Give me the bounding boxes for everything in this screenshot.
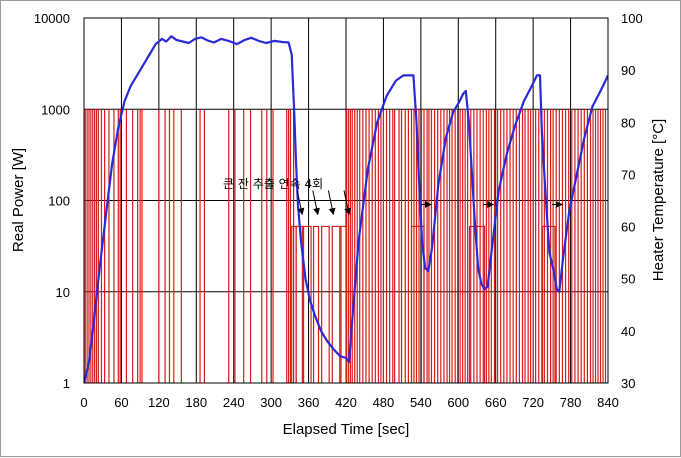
plot-border xyxy=(83,17,609,384)
x-tick-label: 840 xyxy=(597,395,619,410)
x-tick-label: 660 xyxy=(485,395,507,410)
x-tick-label: 120 xyxy=(148,395,170,410)
left-tick-label: 1 xyxy=(63,376,70,391)
x-tick-label: 540 xyxy=(410,395,432,410)
x-tick-label: 480 xyxy=(373,395,395,410)
annotation-arrow xyxy=(312,190,320,216)
left-tick-label: 10 xyxy=(56,285,70,300)
real-power-series xyxy=(84,109,607,383)
power-partial-segment xyxy=(321,225,330,383)
right-tick-label: 50 xyxy=(621,272,635,287)
annotation-arrow xyxy=(296,190,305,216)
right-tick-label: 40 xyxy=(621,324,635,339)
right-axis-tick-labels: 30 40 50 60 70 80 90 100 xyxy=(621,11,643,391)
x-tick-label: 720 xyxy=(522,395,544,410)
right-tick-label: 100 xyxy=(621,11,643,26)
annotation-text: 큰 잔 추출 연속 4회 xyxy=(223,177,323,191)
x-tick-label: 600 xyxy=(447,395,469,410)
left-tick-label: 10000 xyxy=(34,11,70,26)
x-axis-tick-labels: 0 60 120 180 240 300 360 420 480 540 600 660 720 780 8… xyxy=(80,395,618,410)
x-tick-label: 180 xyxy=(185,395,207,410)
annotations: 큰 잔 추출 연속 4회 xyxy=(223,177,563,216)
power-partial-segment xyxy=(340,225,347,383)
right-axis-label: Heater Temperature [°C] xyxy=(650,119,667,281)
annotation-arrow xyxy=(327,190,336,216)
left-tick-label: 100 xyxy=(48,194,70,209)
annotation-arrow xyxy=(343,190,352,216)
right-tick-label: 80 xyxy=(621,115,635,130)
x-tick-label: 360 xyxy=(298,395,320,410)
left-axis-label: Real Power [W] xyxy=(10,148,27,252)
right-tick-label: 60 xyxy=(621,220,635,235)
right-tick-label: 30 xyxy=(621,376,635,391)
right-tick-label: 90 xyxy=(621,63,635,78)
x-tick-label: 300 xyxy=(260,395,282,410)
x-tick-label: 240 xyxy=(223,395,245,410)
left-axis-tick-labels: 1 10 100 1000 10000 xyxy=(34,11,70,391)
power-partial-segment xyxy=(410,225,425,383)
left-tick-label: 1000 xyxy=(41,102,70,117)
x-axis-label: Elapsed Time [sec] xyxy=(283,421,410,438)
temperature-line xyxy=(84,35,608,383)
power-partial-segment xyxy=(312,225,320,383)
x-tick-label: 0 xyxy=(80,395,87,410)
heater-temperature-series xyxy=(84,35,608,383)
right-tick-label: 70 xyxy=(621,167,635,182)
power-partial-segment xyxy=(331,225,341,383)
x-tick-label: 60 xyxy=(114,395,128,410)
power-partial-segment xyxy=(468,225,486,383)
x-tick-label: 780 xyxy=(560,395,582,410)
x-tick-label: 420 xyxy=(335,395,357,410)
